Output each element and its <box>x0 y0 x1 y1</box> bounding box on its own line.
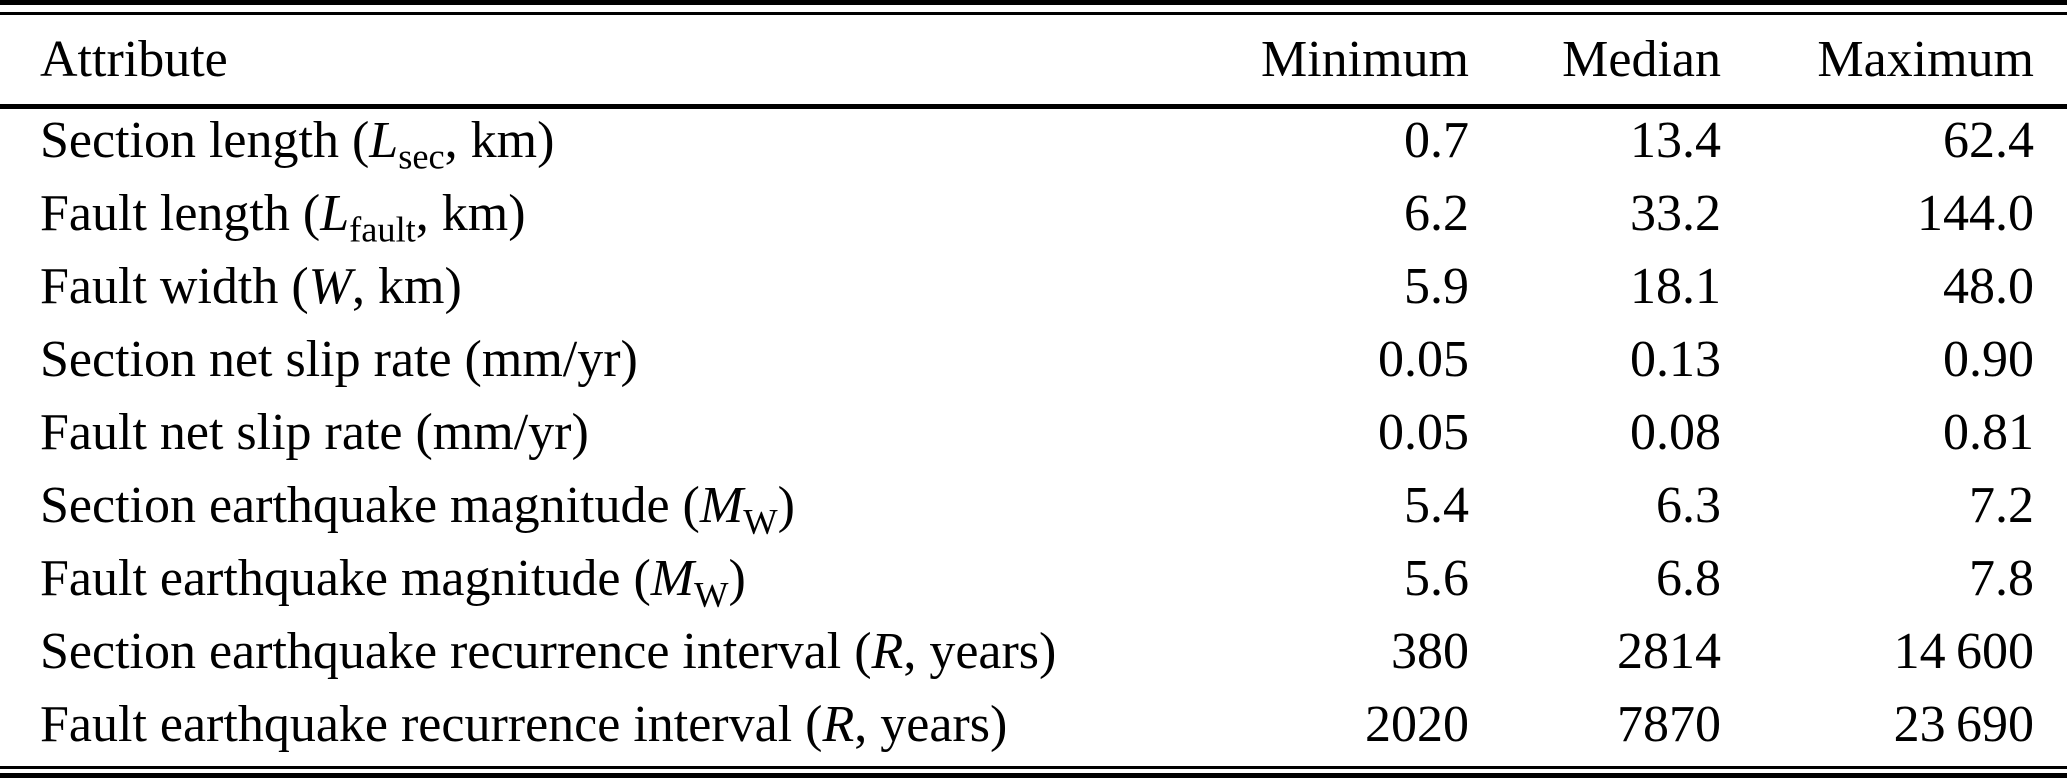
attribute-symbol: L <box>369 112 399 169</box>
cell-minimum: 0.05 <box>1378 404 1469 461</box>
attribute-text-suffix: ) <box>777 477 795 534</box>
table-row: Fault earthquake recurrence interval (R,… <box>0 688 2067 761</box>
cell-attribute: Section earthquake recurrence interval (… <box>0 615 1180 688</box>
header-row: Attribute Minimum Median Maximum <box>0 14 2067 104</box>
table-row: Fault width (W, km) 5.9 18.1 48.0 <box>0 250 2067 323</box>
col-header-attribute: Attribute <box>40 30 228 88</box>
cell-median: 2814 <box>1617 623 1721 680</box>
table-row: Section net slip rate (mm/yr) 0.05 0.13 … <box>0 323 2067 396</box>
cell-minimum: 5.6 <box>1404 550 1469 607</box>
cell-median: 18.1 <box>1630 258 1721 315</box>
attribute-text: Fault earthquake magnitude ( <box>40 550 651 607</box>
table-bottom-rule-thick <box>0 773 2067 778</box>
col-header-maximum: Maximum <box>1817 30 2034 88</box>
attribute-text-suffix: , km) <box>444 112 555 169</box>
table-top-rule-thick <box>0 0 2067 5</box>
attribute-symbol-subscript: sec <box>398 136 445 177</box>
attribute-text: Section net slip rate (mm/yr) <box>40 331 638 388</box>
cell-attribute: Fault earthquake recurrence interval (R,… <box>0 688 1180 761</box>
cell-attribute: Fault width (W, km) <box>0 250 1180 323</box>
attribute-text: Fault earthquake recurrence interval ( <box>40 696 823 753</box>
attribute-text-suffix: , years) <box>854 696 1008 753</box>
attribute-symbol-subscript: fault <box>349 209 416 250</box>
cell-median: 0.08 <box>1630 404 1721 461</box>
attribute-symbol-subscript: W <box>694 574 729 615</box>
cell-minimum: 5.9 <box>1404 258 1469 315</box>
attribute-symbol: M <box>650 550 695 607</box>
attribute-symbol: W <box>308 258 352 315</box>
cell-maximum: 62.4 <box>1943 112 2034 169</box>
table-bottom-rule-thin <box>0 766 2067 769</box>
cell-median: 13.4 <box>1630 112 1721 169</box>
attribute-text-suffix: ) <box>728 550 746 607</box>
attribute-text: Section earthquake magnitude ( <box>40 477 700 534</box>
attribute-text: Section earthquake recurrence interval ( <box>40 623 872 680</box>
table-row: Fault earthquake magnitude (MW) 5.6 6.8 … <box>0 542 2067 615</box>
attribute-text: Fault net slip rate (mm/yr) <box>40 404 589 461</box>
cell-median: 6.3 <box>1656 477 1721 534</box>
cell-median: 7870 <box>1617 696 1721 753</box>
cell-minimum: 380 <box>1391 623 1469 680</box>
cell-minimum: 5.4 <box>1404 477 1469 534</box>
cell-minimum: 0.05 <box>1378 331 1469 388</box>
attribute-symbol: R <box>822 696 855 753</box>
cell-maximum: 0.90 <box>1943 331 2034 388</box>
cell-maximum: 48.0 <box>1943 258 2034 315</box>
table-row: Fault net slip rate (mm/yr) 0.05 0.08 0.… <box>0 396 2067 469</box>
cell-minimum: 6.2 <box>1404 185 1469 242</box>
cell-maximum: 0.81 <box>1943 404 2034 461</box>
cell-maximum: 144.0 <box>1917 185 2034 242</box>
attribute-symbol-subscript: W <box>743 501 778 542</box>
table-row: Section earthquake magnitude (MW) 5.4 6.… <box>0 469 2067 542</box>
cell-maximum: 23 690 <box>1893 696 2034 753</box>
cell-attribute: Fault length (Lfault, km) <box>0 177 1180 250</box>
attribute-text: Fault length ( <box>40 185 321 242</box>
cell-median: 0.13 <box>1630 331 1721 388</box>
cell-minimum: 2020 <box>1365 696 1469 753</box>
table-header-rule <box>0 104 2067 109</box>
fault-attributes-table: Attribute Minimum Median Maximum Section… <box>0 14 2067 761</box>
cell-maximum: 7.2 <box>1969 477 2034 534</box>
attribute-text-suffix: , km) <box>352 258 462 315</box>
col-header-minimum: Minimum <box>1260 30 1469 88</box>
attribute-text: Fault width ( <box>40 258 309 315</box>
attribute-text-suffix: , years) <box>903 623 1057 680</box>
table-row: Fault length (Lfault, km) 6.2 33.2 144.0 <box>0 177 2067 250</box>
table-body: Section length (Lsec, km) 0.7 13.4 62.4 … <box>0 104 2067 761</box>
attribute-symbol: L <box>320 185 350 242</box>
col-header-median: Median <box>1562 30 1721 88</box>
cell-maximum: 14 600 <box>1893 623 2034 680</box>
cell-maximum: 7.8 <box>1969 550 2034 607</box>
table-top-rule-thin <box>0 12 2067 15</box>
attribute-text: Section length ( <box>40 112 370 169</box>
cell-attribute: Fault earthquake magnitude (MW) <box>0 542 1180 615</box>
cell-attribute: Fault net slip rate (mm/yr) <box>0 396 1180 469</box>
attribute-text-suffix: , km) <box>415 185 526 242</box>
cell-attribute: Section net slip rate (mm/yr) <box>0 323 1180 396</box>
attribute-symbol: M <box>699 477 744 534</box>
cell-minimum: 0.7 <box>1404 112 1469 169</box>
cell-median: 6.8 <box>1656 550 1721 607</box>
cell-median: 33.2 <box>1630 185 1721 242</box>
table-row: Section length (Lsec, km) 0.7 13.4 62.4 <box>0 104 2067 177</box>
attribute-symbol: R <box>871 623 904 680</box>
cell-attribute: Section earthquake magnitude (MW) <box>0 469 1180 542</box>
table-row: Section earthquake recurrence interval (… <box>0 615 2067 688</box>
cell-attribute: Section length (Lsec, km) <box>0 104 1180 177</box>
